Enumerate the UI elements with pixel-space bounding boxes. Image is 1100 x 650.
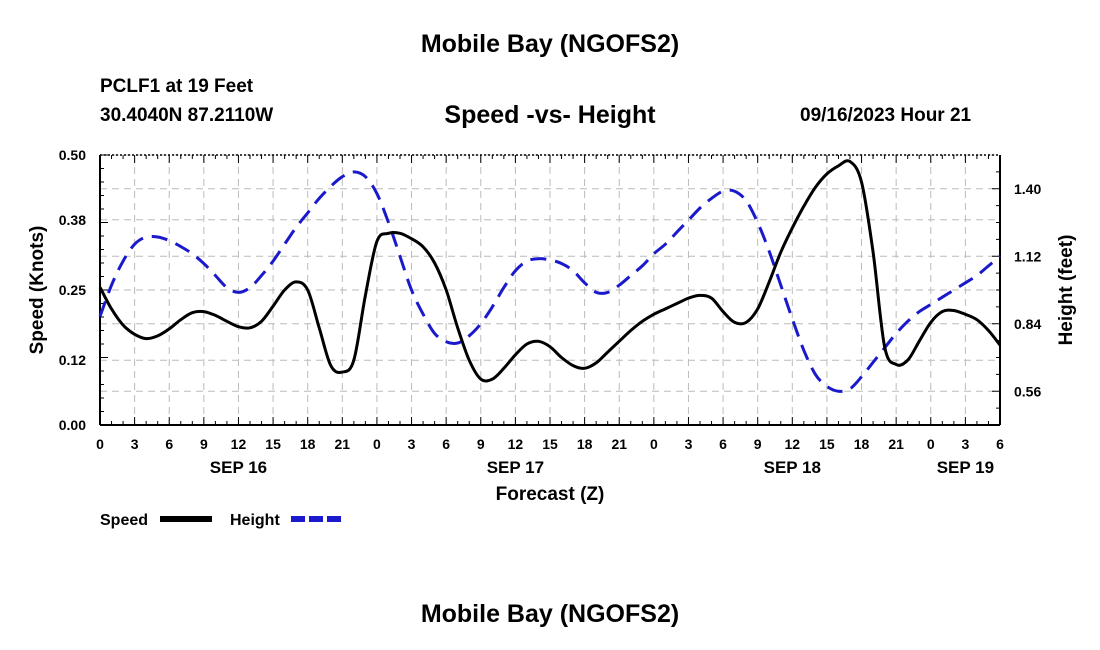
axis-labels: 0 3 6 9 12 15 18 21 0 3 6 9 12 15 18 21 0 3 6 9 12 15 18 21 0 3 6S…	[27, 147, 1077, 505]
forecast-datetime: 09/16/2023 Hour 21	[800, 105, 972, 126]
x-tick-label: 12	[785, 436, 801, 452]
x-tick-label: 6	[165, 436, 173, 452]
page-title: Mobile Bay (NGOFS2)	[420, 30, 680, 58]
bottom-title: Mobile Bay (NGOFS2)	[420, 600, 680, 628]
series	[98, 159, 1002, 393]
y-tick-label: 0.00	[59, 417, 86, 433]
legend-label-speed: Speed	[100, 512, 148, 529]
y2-tick-label: 1.40	[1014, 181, 1041, 197]
y2-axis-title: Height (feet)	[1056, 235, 1077, 346]
x-tick-label: 0	[927, 436, 935, 452]
x-tick-label: 3	[961, 436, 969, 452]
x-tick-label: 18	[300, 436, 316, 452]
y2-tick-label: 0.56	[1014, 383, 1041, 399]
x-tick-label: 9	[754, 436, 762, 452]
axes	[99, 154, 1001, 426]
x-tick-label: 21	[335, 436, 351, 452]
y-tick-label: 0.38	[59, 212, 86, 228]
x-tick-label: 9	[200, 436, 208, 452]
y-tick-label: 0.25	[59, 282, 86, 298]
chart-title: Speed -vs- Height	[444, 101, 656, 129]
x-tick-label: 18	[577, 436, 593, 452]
x-tick-label: 3	[685, 436, 693, 452]
series-line-speed	[98, 159, 1002, 383]
x-day-label: SEP 16	[210, 458, 267, 477]
x-tick-label: 12	[508, 436, 524, 452]
x-tick-label: 12	[231, 436, 247, 452]
legend: Speed Height	[100, 512, 343, 529]
x-tick-label: 3	[408, 436, 416, 452]
station-label: PCLF1 at 19 Feet	[100, 76, 254, 97]
x-tick-label: 6	[996, 436, 1004, 452]
legend-label-height: Height	[230, 512, 280, 529]
x-tick-label: 15	[542, 436, 558, 452]
x-tick-label: 0	[650, 436, 658, 452]
x-tick-label: 21	[611, 436, 627, 452]
x-tick-label: 3	[131, 436, 139, 452]
x-day-label: SEP 19	[937, 458, 994, 477]
x-tick-label: 9	[477, 436, 485, 452]
x-tick-label: 6	[442, 436, 450, 452]
x-tick-label: 15	[265, 436, 281, 452]
x-day-label: SEP 17	[487, 458, 544, 477]
y-tick-label: 0.50	[59, 147, 86, 163]
x-axis-title: Forecast (Z)	[496, 484, 605, 505]
x-tick-label: 0	[96, 436, 104, 452]
x-tick-label: 21	[888, 436, 904, 452]
y-tick-label: 0.12	[59, 352, 86, 368]
x-day-label: SEP 18	[764, 458, 821, 477]
x-tick-label: 6	[719, 436, 727, 452]
x-tick-label: 15	[819, 436, 835, 452]
y2-tick-label: 0.84	[1014, 316, 1041, 332]
station-coordinates: 30.4040N 87.2110W	[100, 105, 274, 126]
x-tick-label: 0	[373, 436, 381, 452]
y-axis-title: Speed (Knots)	[27, 226, 48, 355]
y2-tick-label: 1.12	[1014, 248, 1041, 264]
x-tick-label: 18	[854, 436, 870, 452]
